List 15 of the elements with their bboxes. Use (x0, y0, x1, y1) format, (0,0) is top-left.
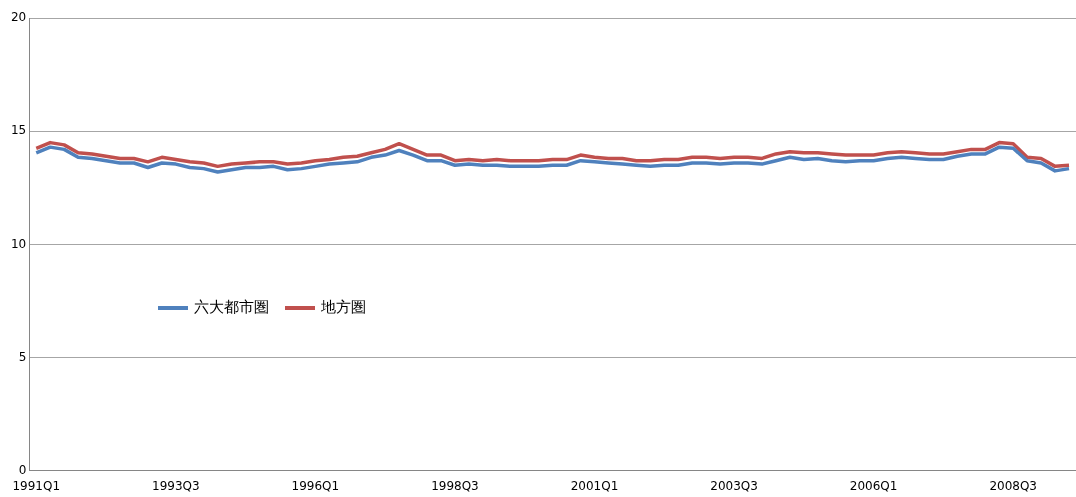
legend-label: 六大都市圏 (194, 298, 269, 317)
y-tick-label: 20 (10, 10, 27, 25)
x-tick-label: 2001Q1 (570, 478, 619, 493)
x-tick-label: 1991Q1 (12, 478, 61, 493)
x-tick-label: 2008Q3 (989, 478, 1038, 493)
y-tick-label: 5 (18, 349, 27, 364)
y-tick-label: 15 (10, 123, 27, 138)
y-tick-label: 10 (10, 236, 27, 251)
x-tick-label: 2003Q3 (710, 478, 758, 493)
x-tick-label: 1996Q1 (291, 478, 340, 493)
x-tick-label: 1998Q3 (431, 478, 479, 493)
x-tick-label: 1993Q3 (152, 478, 200, 493)
x-tick-label: 2006Q1 (849, 478, 898, 493)
legend-label: 地方圏 (321, 298, 366, 317)
y-tick-label: 0 (18, 462, 27, 477)
